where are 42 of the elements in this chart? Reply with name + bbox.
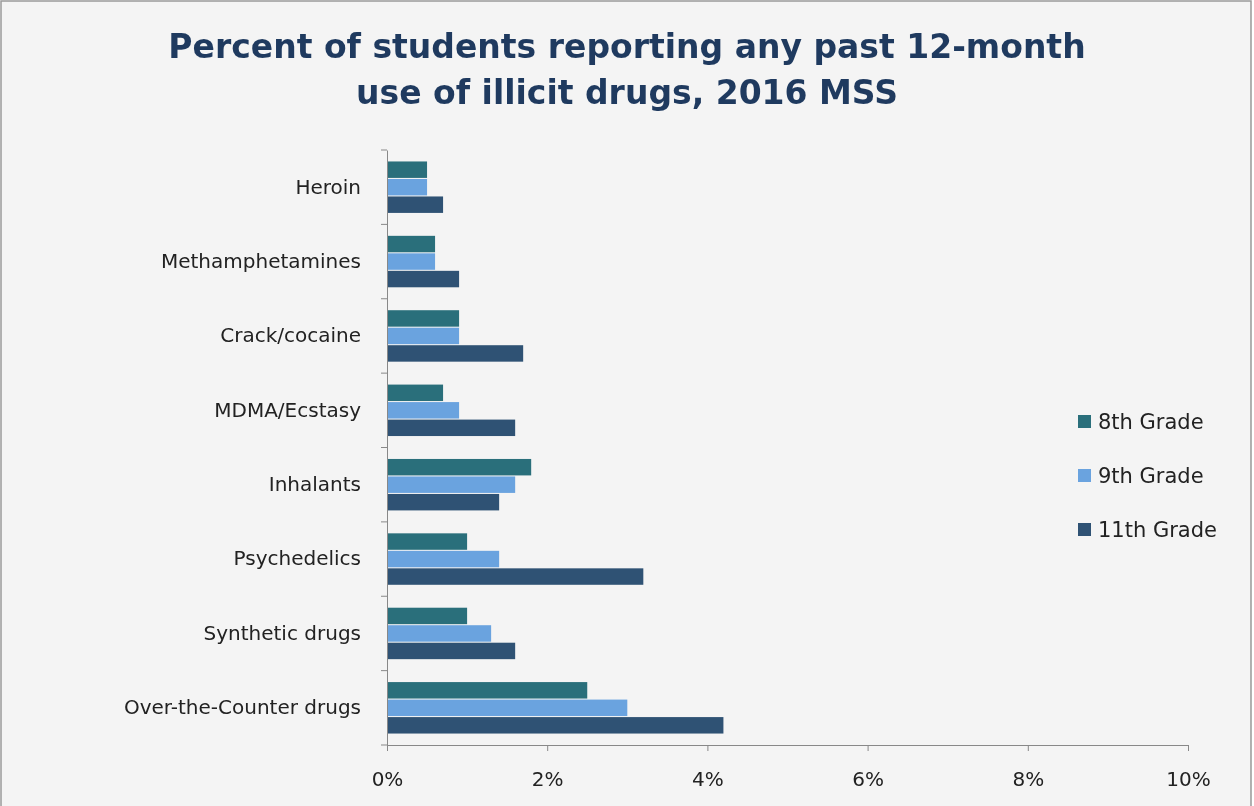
bar [387,550,500,568]
bar [387,625,492,642]
y-tick-label: Heroin [295,174,361,199]
y-tick-label: Crack/cocaine [220,323,361,348]
bar [387,493,500,511]
bar [387,178,428,196]
bar [387,682,588,699]
x-tick-label: 8% [1012,767,1045,791]
x-tick-label: 6% [852,767,884,791]
bar [387,345,524,362]
y-tick-label: Over-the-Counter drugs [123,695,361,720]
y-tick-label: Psychedelics [233,546,361,571]
y-tick-label: Inhalants [268,472,361,497]
x-tick-label: 4% [692,767,724,791]
bar [387,327,460,345]
chart-title: Percent of students reporting any past 12-month use of illicit drugs, 2016 MSS [168,27,1086,112]
bar [387,533,468,550]
bar [387,384,444,402]
bar [387,253,436,270]
y-tick-label: Synthetic drugs [203,620,361,645]
y-tick-label: Methamphetamines [160,248,361,273]
bar [387,568,644,585]
bar [387,235,436,253]
bar [387,270,460,288]
x-tick-label: 0% [371,767,404,791]
legend-label: 8th Grade [1098,410,1204,434]
bar [387,717,724,734]
bar [387,642,516,660]
bar [387,476,516,493]
bar [387,196,444,213]
bar [387,458,532,476]
bar [387,402,460,419]
legend-label: 11th Grade [1098,518,1217,542]
x-tick-label: 10% [1166,767,1211,791]
bar [387,310,460,327]
bar [387,699,628,717]
bar [387,419,516,437]
bar [387,161,428,178]
y-tick-label: MDMA/Ecstasy [214,397,362,422]
legend-label: 9th Grade [1098,464,1204,488]
bar [387,607,468,625]
x-tick-label: 2% [531,767,564,791]
